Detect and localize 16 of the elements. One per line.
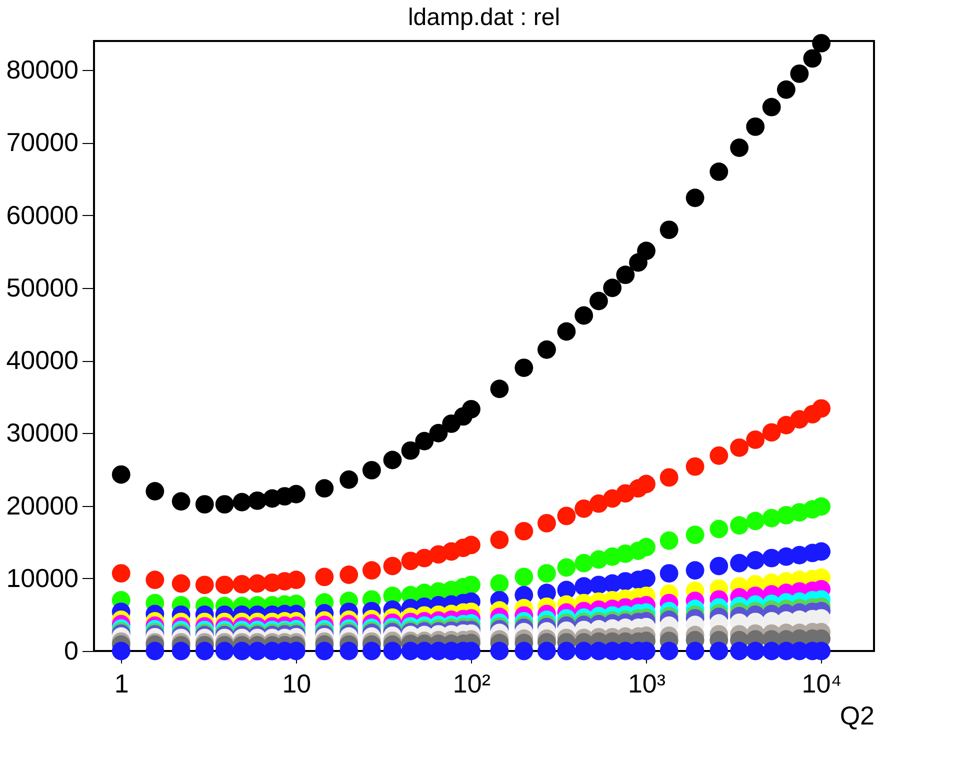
x-axis-title: Q2 bbox=[840, 700, 874, 730]
x-tick-label: 10³ bbox=[628, 668, 666, 698]
x-tick-label: 1 bbox=[114, 668, 129, 698]
y-tick-label: 20000 bbox=[6, 490, 78, 520]
x-tick-label: 10² bbox=[452, 668, 491, 698]
x-tick-label: 10⁴ bbox=[802, 668, 842, 698]
y-tick-label: 80000 bbox=[6, 54, 78, 85]
y-tick-label: 30000 bbox=[6, 418, 78, 448]
x-tick-label: 10 bbox=[282, 668, 312, 698]
y-tick-label: 60000 bbox=[6, 200, 78, 230]
y-tick-label: 50000 bbox=[6, 272, 78, 302]
y-tick-label: 10000 bbox=[6, 562, 78, 593]
chart-title: ldamp.dat : rel bbox=[408, 4, 560, 31]
y-tick-label: 70000 bbox=[6, 127, 78, 158]
y-tick-label: 0 bbox=[64, 636, 78, 666]
y-tick-label: 40000 bbox=[6, 345, 78, 376]
